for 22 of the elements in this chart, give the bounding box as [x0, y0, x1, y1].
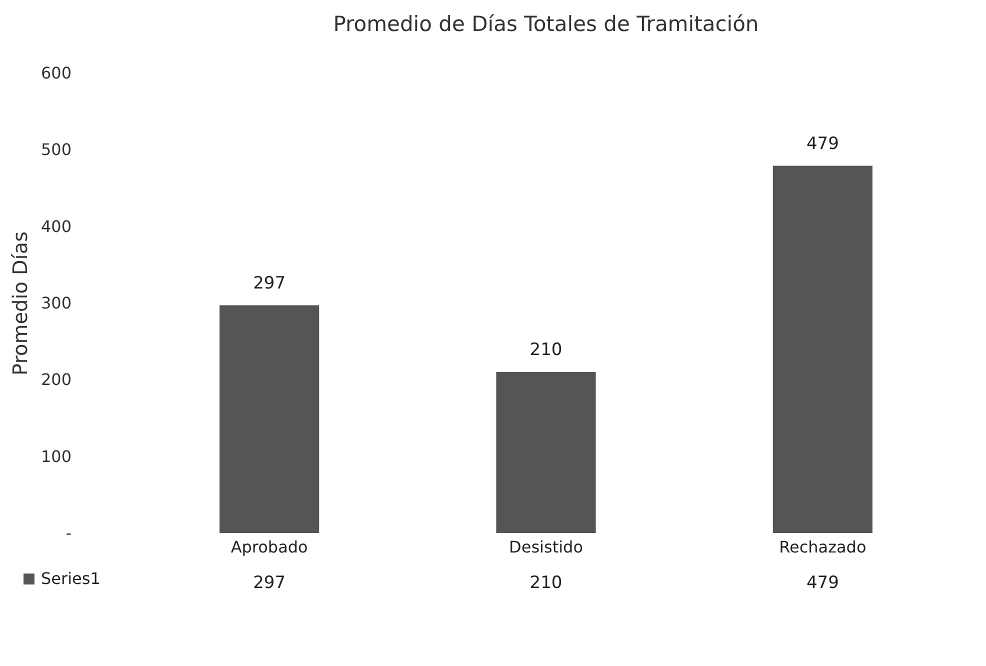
y-tick-label: 300 — [40, 294, 72, 312]
annotation: 210 — [530, 340, 562, 360]
y-tick-label: 600 — [40, 64, 72, 82]
annotation: 479 — [806, 134, 839, 154]
x-tick-label: Aprobado — [230, 538, 308, 556]
y-tick-label: 100 — [40, 446, 72, 466]
bar — [772, 166, 872, 533]
y-tick-label: 200 — [40, 370, 72, 390]
data-label: 479 — [806, 573, 839, 593]
y-axis-title: Promedio Días — [8, 232, 32, 376]
x-tick-label: Rechazado — [779, 538, 866, 556]
data-label: 210 — [530, 573, 562, 593]
legend-label: Series1 — [41, 569, 100, 588]
y-tick-label: 400 — [40, 216, 72, 236]
annotation: 297 — [253, 273, 286, 294]
bar — [220, 305, 320, 533]
bar — [496, 372, 596, 533]
data-label: 297 — [253, 573, 286, 593]
chart-title: Promedio de Días Totales de Tramitación — [333, 12, 759, 36]
x-tick-label: Desistido — [509, 538, 583, 556]
y-tick-label: 500 — [40, 140, 72, 160]
y-tick-label: - — [66, 524, 72, 542]
